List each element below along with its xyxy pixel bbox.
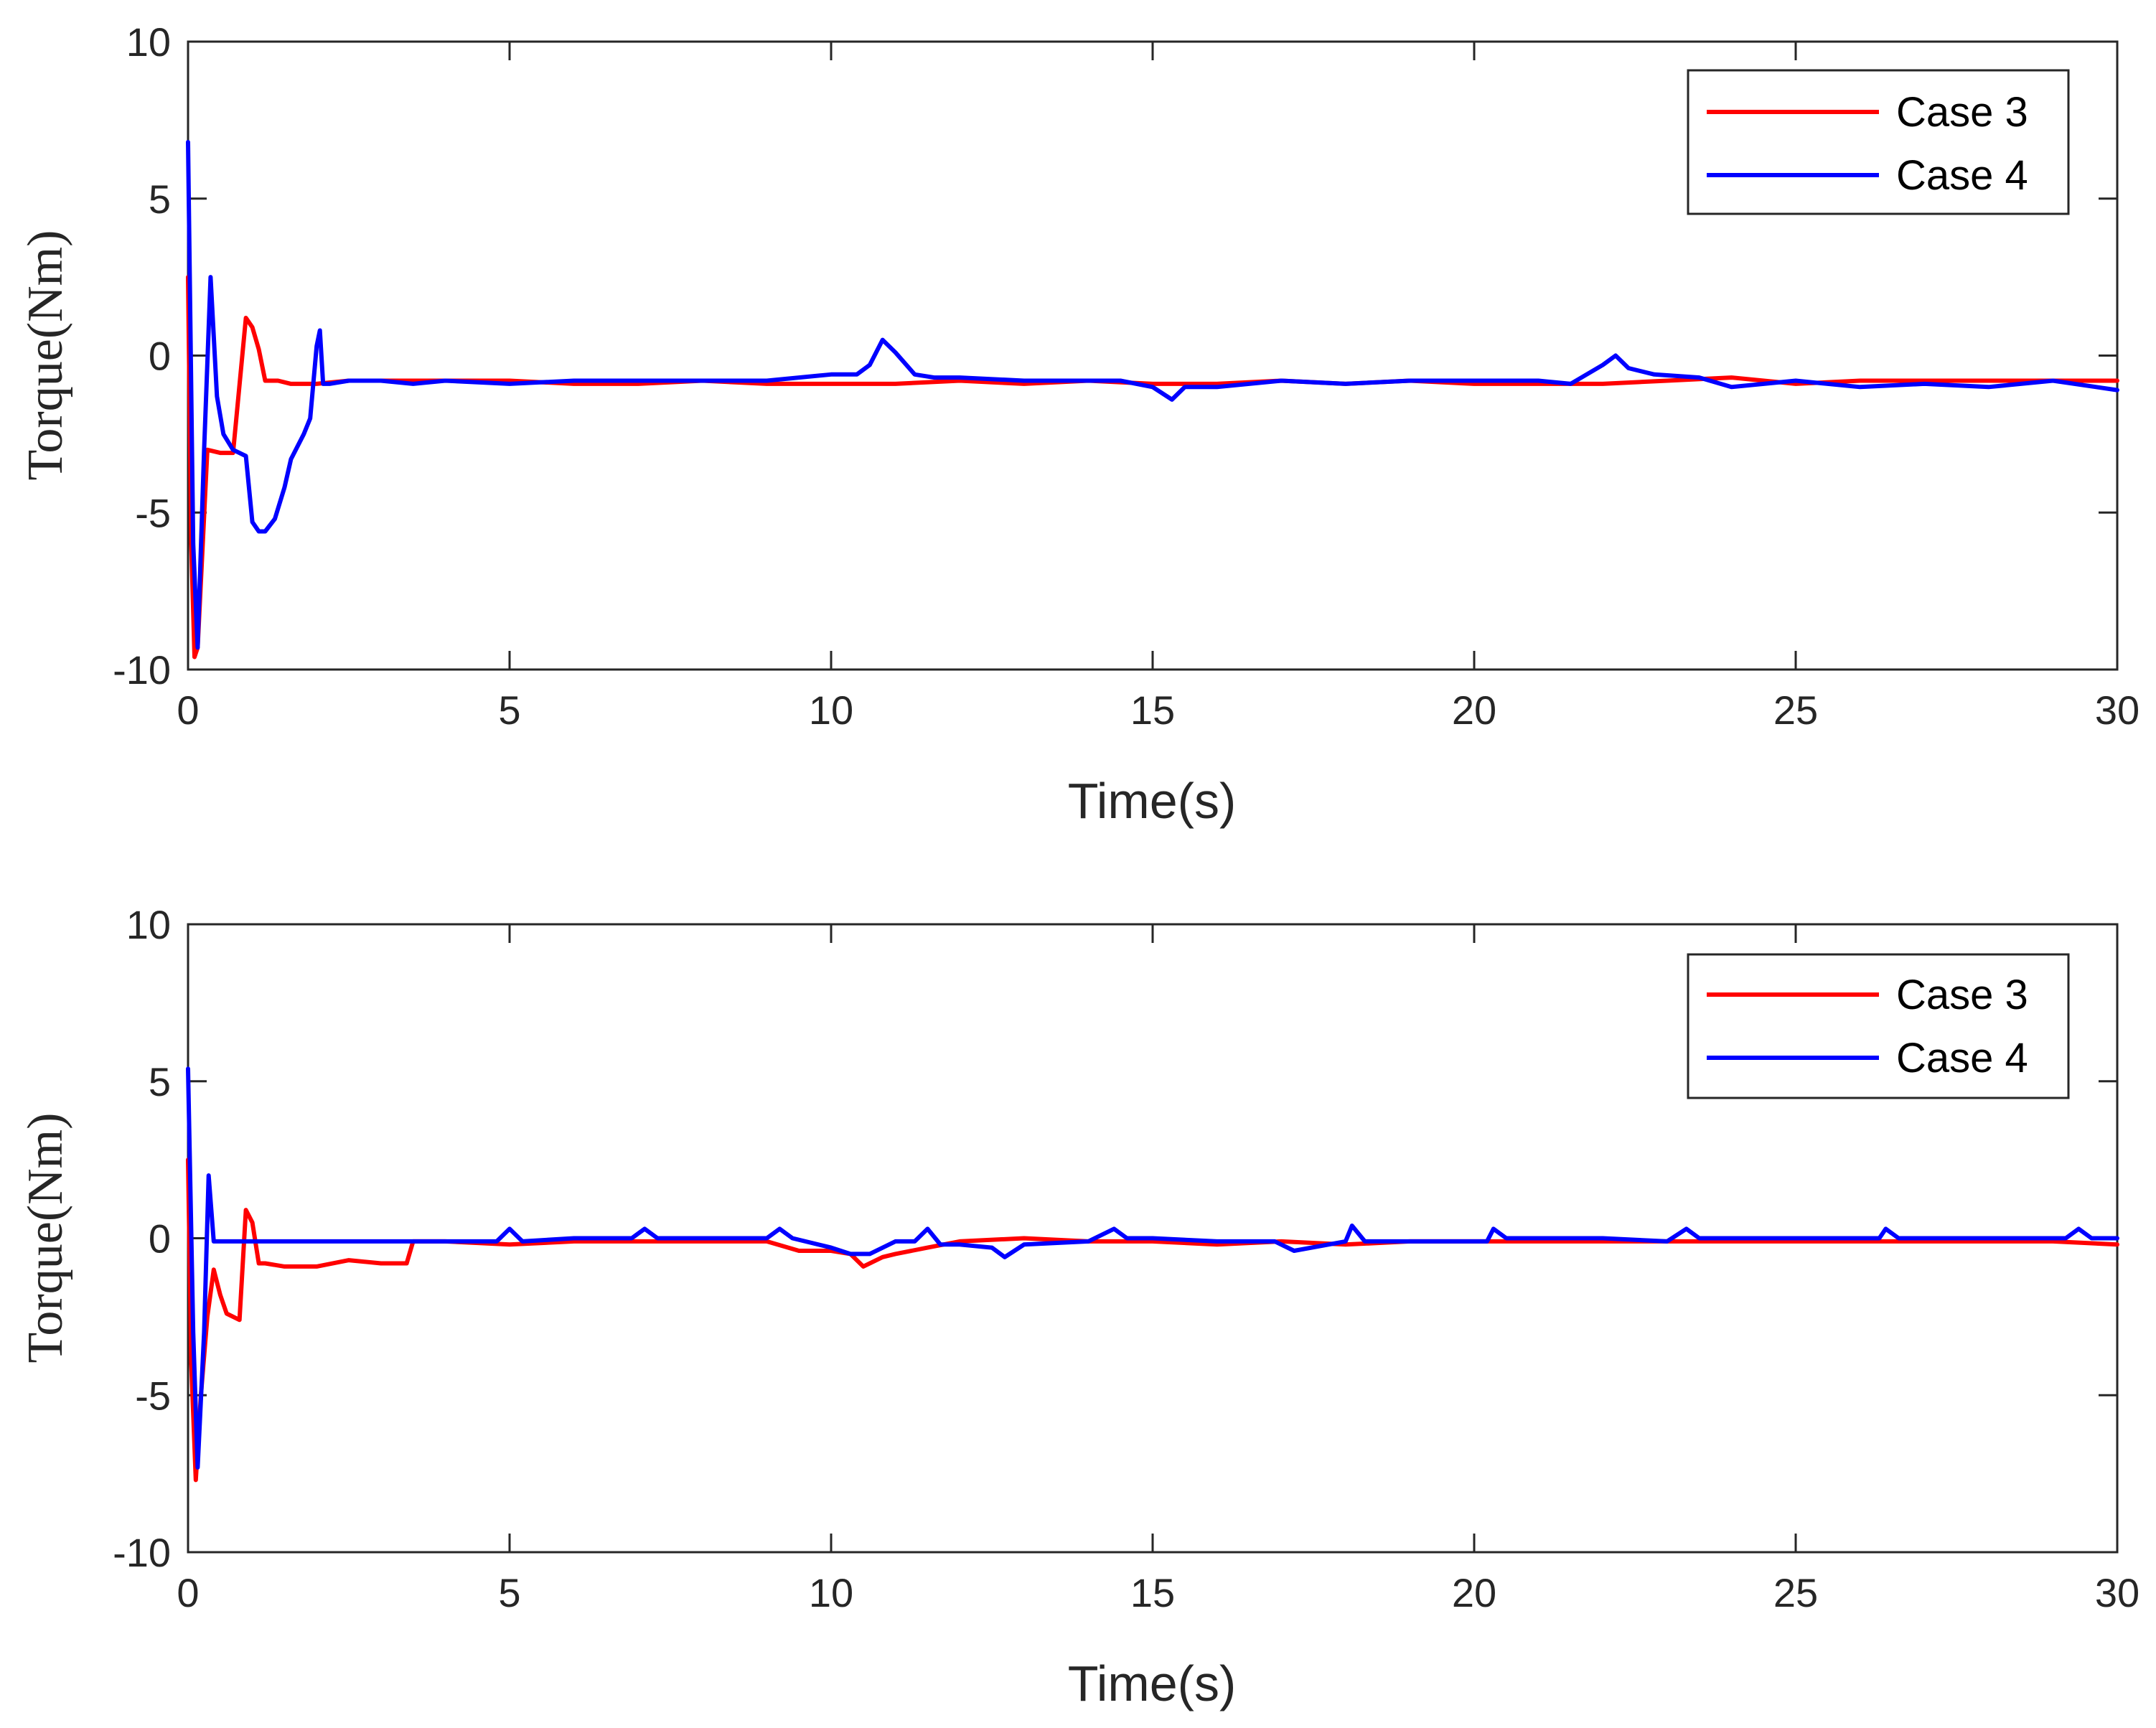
bottom-panel: 0 5 10 15 20 25 30 10 5 0 -5 -10 Time(s) Torque(Nm)… [18, 902, 2139, 1711]
top-panel: 0 5 10 15 20 25 30 10 5 0 -5 -10 Time(s) Torque(Nm)… [18, 19, 2139, 829]
y-tick-label: 5 [149, 177, 171, 222]
y-tick-label: 5 [149, 1059, 171, 1104]
y-tick-label: 0 [149, 1216, 171, 1262]
x-tick-label: 10 [809, 1570, 853, 1615]
x-tick-label: 15 [1130, 1570, 1175, 1615]
series-line-case-3 [186, 275, 2119, 659]
x-tick-label: 30 [2095, 687, 2139, 733]
x-tick-label: 5 [498, 687, 520, 733]
x-tick-label: 30 [2095, 1570, 2139, 1615]
x-tick-label: 20 [1452, 687, 1496, 733]
tick-marks: 0 5 10 15 20 25 30 10 5 0 -5 -10 [113, 19, 2139, 733]
legend-label-case-4: Case 4 [1896, 152, 2028, 199]
x-axis-title: Time(s) [1068, 773, 1237, 829]
y-tick-label: -5 [135, 1373, 171, 1418]
x-tick-label: 10 [809, 687, 853, 733]
series-line-case-4 [186, 140, 2119, 650]
y-tick-label: -10 [113, 1530, 171, 1575]
series-line-case-3 [186, 1158, 2119, 1483]
x-tick-label: 15 [1130, 687, 1175, 733]
y-tick-label: -5 [135, 490, 171, 535]
legend-box [1687, 69, 2070, 215]
legend-box [1687, 953, 2070, 1099]
x-tick-label: 5 [498, 1570, 520, 1615]
series-lines [186, 1066, 2119, 1483]
x-axis-title: Time(s) [1068, 1656, 1237, 1711]
x-tick-label: 0 [177, 1570, 199, 1615]
legend: Case 3 Case 4 [1687, 953, 2070, 1099]
y-tick-label: 10 [126, 902, 171, 947]
legend-label-case-3: Case 3 [1896, 89, 2028, 136]
series-line-case-4 [186, 1066, 2119, 1470]
y-axis-title: Torque(Nm) [18, 1113, 73, 1363]
legend-label-case-3: Case 3 [1896, 972, 2028, 1018]
series-lines [186, 140, 2119, 659]
y-tick-label: 0 [149, 334, 171, 379]
y-axis-title: Torque(Nm) [18, 230, 73, 481]
x-tick-label: 20 [1452, 1570, 1496, 1615]
x-tick-label: 0 [177, 687, 199, 733]
x-tick-label: 25 [1773, 1570, 1818, 1615]
x-tick-label: 25 [1773, 687, 1818, 733]
legend: Case 3 Case 4 [1687, 69, 2070, 215]
legend-label-case-4: Case 4 [1896, 1035, 2028, 1081]
y-tick-label: -10 [113, 647, 171, 692]
y-tick-label: 10 [126, 19, 171, 65]
